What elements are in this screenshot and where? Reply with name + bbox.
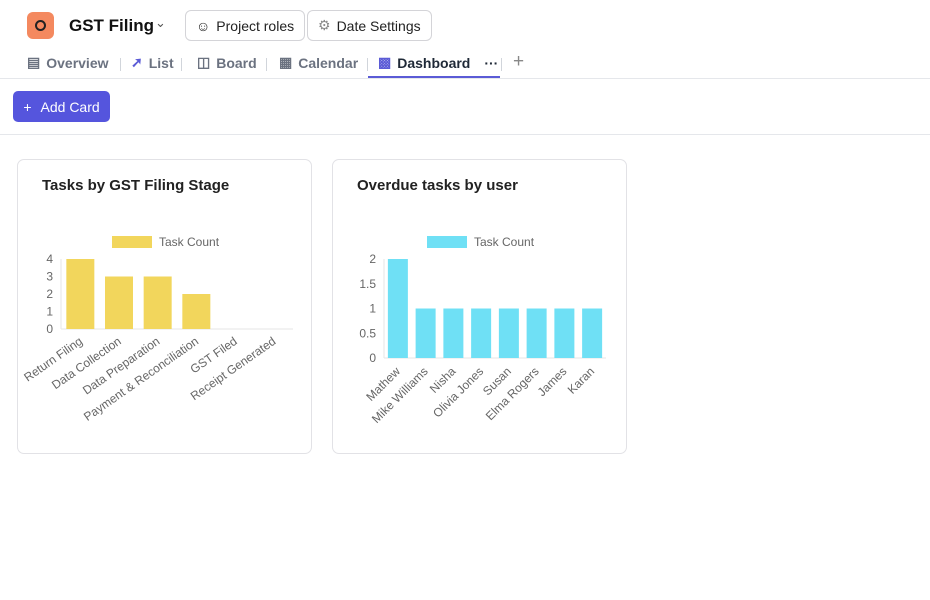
bar	[387, 259, 408, 358]
bar	[182, 294, 211, 329]
tab-label: Overview	[46, 54, 109, 71]
tab-list[interactable]: ➚ List	[131, 54, 174, 71]
pin-icon: ➚	[131, 54, 143, 70]
user-icon: ☺	[196, 17, 211, 34]
bar	[526, 308, 547, 358]
more-icon[interactable]: ···	[484, 54, 499, 71]
chart-title: Tasks by GST Filing Stage	[42, 177, 230, 194]
y-tick-label: 1	[369, 302, 376, 316]
y-tick-label: 0.5	[359, 326, 376, 340]
project-header: GST Filing ⌄ ☺ Project roles ⚙ Date Settin…	[0, 0, 930, 50]
bar	[498, 308, 519, 358]
board-icon: ◫	[197, 54, 211, 70]
dashboard-toolbar: + Add Card	[0, 79, 930, 135]
tab-board[interactable]: ◫ Board	[197, 54, 257, 71]
bar	[415, 308, 436, 358]
legend-label: Task Count	[159, 235, 220, 249]
date-settings-label: Date Settings	[336, 17, 421, 34]
project-roles-button[interactable]: ☺ Project roles	[185, 10, 306, 41]
plus-icon: +	[23, 98, 32, 115]
chart-title: Overdue tasks by user	[357, 177, 518, 194]
y-tick-label: 1.5	[359, 277, 376, 291]
divider	[266, 58, 267, 71]
add-view-plus-icon[interactable]: +	[513, 51, 525, 72]
legend-label: Task Count	[474, 235, 535, 249]
x-tick-label: Karan	[565, 364, 598, 397]
x-tick-label: James	[535, 364, 570, 399]
y-tick-label: 3	[46, 270, 53, 284]
bar	[443, 308, 464, 358]
calendar-icon: ▦	[279, 54, 293, 70]
tab-label: Dashboard	[397, 54, 471, 71]
bar	[66, 259, 95, 329]
add-card-button[interactable]: + Add Card	[13, 91, 110, 122]
tab-overview[interactable]: ▤ Overview	[27, 54, 109, 71]
bar	[105, 276, 133, 329]
view-tabs: ▤ Overview ➚ List ◫ Board ▦ Calendar ▩ Dashbo…	[0, 50, 930, 79]
bar	[554, 308, 575, 358]
date-settings-button[interactable]: ⚙ Date Settings	[307, 10, 432, 41]
clipboard-icon: ▤	[27, 54, 41, 70]
y-tick-label: 2	[369, 252, 376, 266]
divider	[501, 58, 502, 71]
add-card-label: Add Card	[40, 98, 100, 115]
tab-label: List	[148, 54, 174, 71]
project-roles-label: Project roles	[216, 17, 295, 34]
bar	[471, 308, 492, 358]
chevron-down-icon[interactable]: ⌄	[155, 15, 166, 30]
project-logo-icon	[27, 12, 54, 39]
legend-swatch	[427, 236, 467, 248]
legend-swatch	[112, 236, 152, 248]
tab-label: Calendar	[298, 54, 359, 71]
chart-card-overdue: Overdue tasks by user Task Count 0 0.5 1 1.5…	[332, 159, 627, 454]
tab-label: Board	[216, 54, 257, 71]
y-tick-label: 1	[46, 305, 53, 319]
y-tick-label: 0	[46, 322, 53, 336]
tab-dashboard[interactable]: ▩ Dashboard ···	[378, 54, 498, 71]
gear-icon: ⚙	[318, 17, 331, 33]
chart-card-stage: Tasks by GST Filing Stage Task Count 0 1 2 3…	[17, 159, 312, 454]
active-tab-indicator	[368, 76, 500, 78]
divider	[181, 58, 182, 71]
divider	[367, 58, 368, 71]
y-tick-label: 4	[46, 252, 53, 266]
bar	[582, 308, 603, 358]
divider	[120, 58, 121, 71]
chart-icon: ▩	[378, 54, 392, 70]
bar	[143, 276, 172, 329]
project-title: GST Filing	[69, 16, 154, 35]
tab-calendar[interactable]: ▦ Calendar	[279, 54, 358, 71]
y-tick-label: 0	[369, 351, 376, 365]
y-tick-label: 2	[46, 287, 53, 301]
